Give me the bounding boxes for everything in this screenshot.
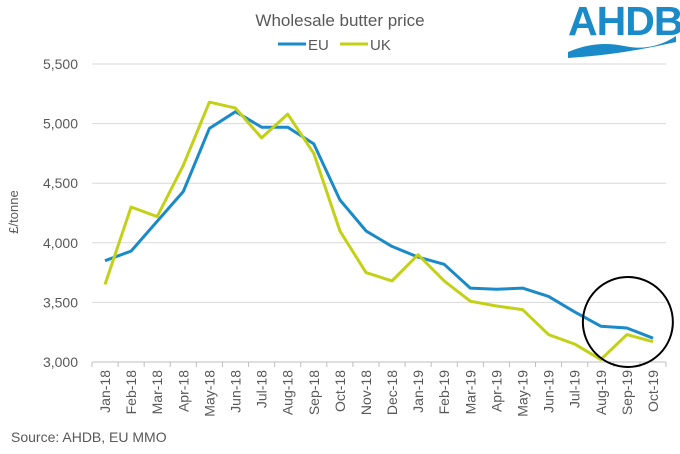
x-tick-label: May-18 [201, 370, 217, 417]
legend: EU UK [278, 37, 391, 54]
logo-wave-icon [568, 36, 676, 58]
x-tick-label: Aug-19 [593, 370, 609, 415]
y-tick-label: 5,500 [43, 56, 78, 72]
x-tick-label: Jan-19 [410, 370, 426, 413]
x-tick-label: Sep-18 [306, 370, 322, 415]
legend-label-uk: UK [370, 37, 391, 54]
x-tick-label: Apr-18 [175, 370, 191, 412]
series-line-uk [103, 100, 654, 362]
x-tick-label: Jun-19 [541, 370, 557, 413]
y-tick-label: 4,500 [43, 175, 78, 191]
y-tick-label: 3,000 [43, 354, 78, 370]
series-lines [103, 100, 654, 362]
x-tick-label: Apr-19 [488, 370, 504, 412]
x-tick-label: Dec-18 [384, 370, 400, 415]
y-tick-label: 3,500 [43, 294, 78, 310]
series-line-eu [104, 110, 654, 340]
annotations [581, 276, 674, 368]
x-axis: Jan-18 Feb-18 Mar-18 Apr-18 May-18 Jun-18 Jul-… [91, 362, 667, 417]
x-tick-label: Oct-18 [332, 370, 348, 412]
x-tick-label: Jul-19 [567, 370, 583, 408]
x-tick-label: Jan-18 [97, 370, 113, 413]
y-axis-label: £/tonne [6, 190, 21, 233]
x-tick-label: Sep-19 [619, 370, 635, 415]
y-tick-label: 5,000 [43, 116, 78, 132]
y-axis-ticks: 3,000 3,500 4,000 4,500 5,000 5,500 [43, 56, 78, 370]
x-tick-label: Jun-18 [228, 370, 244, 413]
source-note: Source: AHDB, EU MMO [11, 429, 167, 445]
x-tick-label: Mar-19 [462, 370, 478, 415]
highlight-circle [581, 276, 674, 368]
x-tick-label: Feb-19 [436, 370, 452, 415]
gridlines [92, 63, 666, 363]
x-tick-label: Feb-18 [123, 370, 139, 415]
logo-text: AHDB [568, 0, 680, 44]
x-tick-label: Oct-19 [645, 370, 661, 412]
legend-label-eu: EU [308, 37, 329, 54]
x-tick-label: Aug-18 [280, 370, 296, 415]
y-tick-label: 4,000 [43, 235, 78, 251]
chart-title: Wholesale butter price [255, 11, 424, 30]
ahdb-logo: AHDB [566, 0, 680, 58]
x-tick-label: Mar-18 [149, 370, 165, 415]
x-tick-label: Nov-18 [358, 370, 374, 415]
x-tick-label: Jul-18 [254, 370, 270, 408]
x-tick-label: May-19 [515, 370, 531, 417]
